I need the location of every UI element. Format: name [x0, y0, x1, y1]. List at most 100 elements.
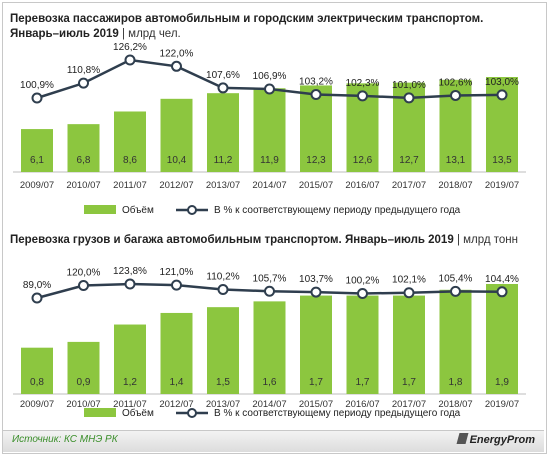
chart2-pct-label: 105,7%	[253, 273, 287, 284]
chart2-title: Перевозка грузов и багажа автомобильным …	[10, 233, 518, 248]
chart2-unit: | млрд тонн	[456, 234, 519, 246]
chart1-pct-point	[171, 60, 182, 72]
chart2-tick-label: 2019/07	[485, 399, 519, 410]
chart2-pct-label: 120,0%	[67, 268, 101, 279]
chart2-pct-label: 89,0%	[23, 280, 51, 291]
chart2-pct-point	[357, 287, 368, 299]
chart1-legend-line-label: В % к соответствующему периоду предыдуще…	[214, 205, 461, 216]
chart1-tick-label: 2010/07	[66, 180, 100, 191]
chart2-tick-label: 2017/07	[392, 399, 426, 410]
chart1-pct-label: 103,0%	[485, 77, 519, 88]
chart1-bar-label: 13,5	[492, 155, 512, 166]
chart1-pct-label: 103,2%	[299, 77, 333, 88]
chart1-bar	[21, 129, 53, 172]
chart2-pct-label: 100,2%	[346, 275, 380, 286]
chart1-pct-point	[310, 89, 322, 101]
chart1-title-line1: Перевозка пассажиров автомобильным и гор…	[10, 13, 484, 25]
chart1-pct-label: 107,6%	[206, 70, 240, 81]
chart1-legend-bar-label: Объём	[122, 204, 154, 216]
chart2-pct-point	[78, 280, 89, 292]
chart1-tick-label: 2017/07	[392, 180, 426, 191]
chart2-bar-label: 1,9	[495, 377, 509, 388]
chart2-title-line1: Перевозка грузов и багажа автомобильным …	[10, 234, 454, 246]
chart1-bar-label: 12,6	[353, 155, 373, 166]
chart1-bar-label: 6,8	[77, 155, 91, 166]
chart1-bar-label: 11,2	[214, 155, 233, 166]
chart2-pct-point	[450, 285, 461, 297]
chart2-bar-label: 1,7	[309, 377, 323, 388]
chart2-pct-label: 102,1%	[392, 275, 426, 286]
chart1-pct-label: 106,9%	[253, 71, 287, 82]
chart1-pct-label: 122,0%	[160, 48, 194, 59]
chart2-pct-label: 105,4%	[439, 273, 473, 284]
footer-bar	[3, 430, 544, 452]
chart2-legend-line-label: В % к соответствующему периоду предыдуще…	[214, 408, 461, 419]
chart1-bar-label: 13,1	[446, 155, 466, 166]
chart2-pct-label: 103,7%	[299, 274, 333, 285]
chart1-unit: | млрд чел.	[121, 28, 181, 40]
logo-text: EnergyProm	[469, 434, 535, 446]
chart1-pct-point	[124, 54, 136, 66]
chart2-bar-label: 1,2	[123, 377, 137, 388]
chart1-pct-point	[264, 83, 275, 95]
chart1-pct-point	[217, 82, 229, 94]
chart2-pct-point	[264, 285, 275, 297]
chart1-pct-point	[403, 92, 415, 104]
chart2-tick-label: 2011/07	[113, 399, 147, 410]
chart1-tick-label: 2016/07	[345, 180, 379, 191]
chart2-bar	[114, 324, 146, 394]
chart2-tick-label: 2012/07	[159, 399, 193, 410]
chart2-bar	[439, 289, 472, 394]
chart1-pct-label: 102,6%	[439, 77, 473, 88]
chart2-pct-label: 110,2%	[206, 271, 239, 282]
chart2-bar-label: 1,7	[402, 377, 416, 388]
chart2-bar	[253, 301, 286, 394]
chart1-bar	[207, 93, 239, 172]
chart2-pct-label: 123,8%	[113, 266, 147, 277]
chart1-pct-label: 102,3%	[346, 78, 380, 89]
chart2-legend-bar-label: Объём	[122, 407, 154, 419]
chart2-bar	[300, 295, 332, 394]
chart2-pct-point	[310, 286, 322, 298]
chart2-tick-label: 2015/07	[299, 399, 333, 410]
chart1-bar-label: 8,6	[123, 155, 137, 166]
chart2-bar	[207, 307, 239, 394]
chart1-bar-label: 12,3	[306, 155, 326, 166]
chart2-pct-point	[403, 287, 415, 299]
chart1-tick-label: 2013/07	[206, 180, 240, 191]
chart1-pct-point	[357, 90, 368, 102]
chart1-title-line2: Январь–июль 2019 | млрд чел.	[10, 27, 483, 42]
chart1-bar-label: 11,9	[260, 155, 279, 166]
chart1-tick-label: 2012/07	[159, 180, 193, 191]
chart2-bar-label: 0,9	[77, 377, 91, 388]
chart2-pct-point	[171, 279, 182, 291]
chart1-title: Перевозка пассажиров автомобильным и гор…	[10, 12, 483, 42]
chart2-tick-label: 2013/07	[206, 399, 240, 410]
chart2-bar	[393, 295, 425, 394]
chart1-bar-label: 6,1	[30, 155, 44, 166]
chart1-bar	[253, 88, 286, 172]
chart2-tick-label: 2010/07	[66, 399, 100, 410]
chart2-legend-bar-swatch	[84, 408, 116, 417]
chart1-pct-label: 126,2%	[113, 42, 147, 53]
chart2-bar-label: 1,4	[170, 377, 184, 388]
chart1-pct-point	[78, 77, 89, 89]
chart1-tick-label: 2009/07	[20, 180, 54, 191]
chart1-bar	[114, 111, 146, 172]
chart2-bar-label: 1,8	[449, 377, 463, 388]
chart2-tick-label: 2018/07	[438, 399, 472, 410]
chart1-legend-line-marker	[187, 205, 197, 215]
chart1-pct-label: 110,8%	[67, 65, 100, 76]
chart1-pct-point	[450, 89, 461, 101]
chart2-bar-label: 0,8	[30, 377, 44, 388]
source-text: Источник: КС МНЭ РК	[12, 434, 118, 445]
chart2-tick-label: 2016/07	[345, 399, 379, 410]
chart2-bar-label: 1,7	[356, 377, 370, 388]
chart1-pct-point	[496, 89, 508, 101]
chart2-bar-label: 1,5	[216, 377, 230, 388]
chart1-pct-label: 100,9%	[20, 80, 54, 91]
chart1-tick-label: 2011/07	[113, 180, 147, 191]
chart1-bar	[160, 98, 193, 172]
chart2-bar	[346, 295, 379, 394]
